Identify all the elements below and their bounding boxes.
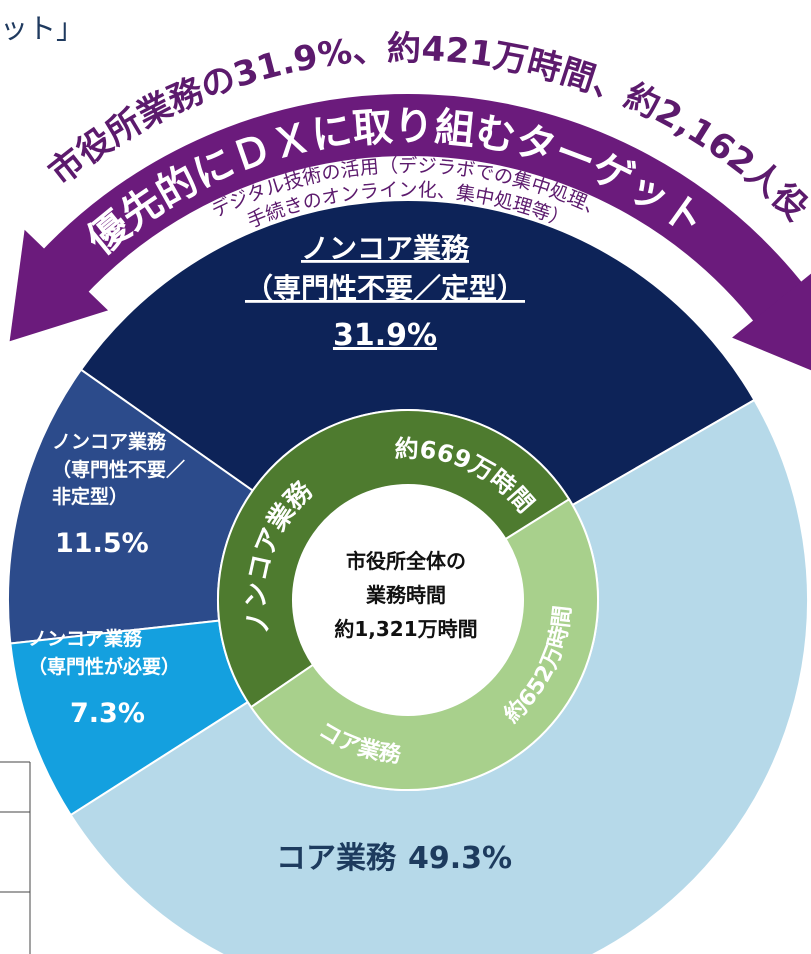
segment-label: （専門性不要／ bbox=[52, 458, 185, 481]
top-left-text: ット」 bbox=[0, 12, 84, 45]
center-text: 市役所全体の bbox=[346, 549, 466, 573]
table-fragment bbox=[0, 761, 31, 954]
segment-value: 11.5% bbox=[55, 528, 149, 559]
segment-label: （専門性不要／定型） bbox=[245, 272, 525, 305]
arrow-head bbox=[732, 273, 811, 371]
center-text: 約1,321万時間 bbox=[334, 617, 477, 641]
segment-label: （専門性が必要） bbox=[28, 655, 180, 678]
segment-label: ノンコア業務 bbox=[28, 627, 143, 650]
segment-label: 非定型） bbox=[52, 485, 128, 508]
center-text: 業務時間 bbox=[366, 583, 446, 607]
segment-value: 31.9% bbox=[333, 318, 437, 353]
segment-value: 7.3% bbox=[70, 698, 145, 729]
segment-value: 49.3% bbox=[408, 841, 512, 876]
segment-label: コア業務 bbox=[276, 841, 397, 876]
center-hole bbox=[293, 485, 523, 715]
segment-label: ノンコア業務 bbox=[52, 430, 167, 453]
segment-label: ノンコア業務 bbox=[301, 232, 470, 265]
arrow-band bbox=[37, 94, 807, 327]
arrow-head bbox=[9, 229, 109, 342]
